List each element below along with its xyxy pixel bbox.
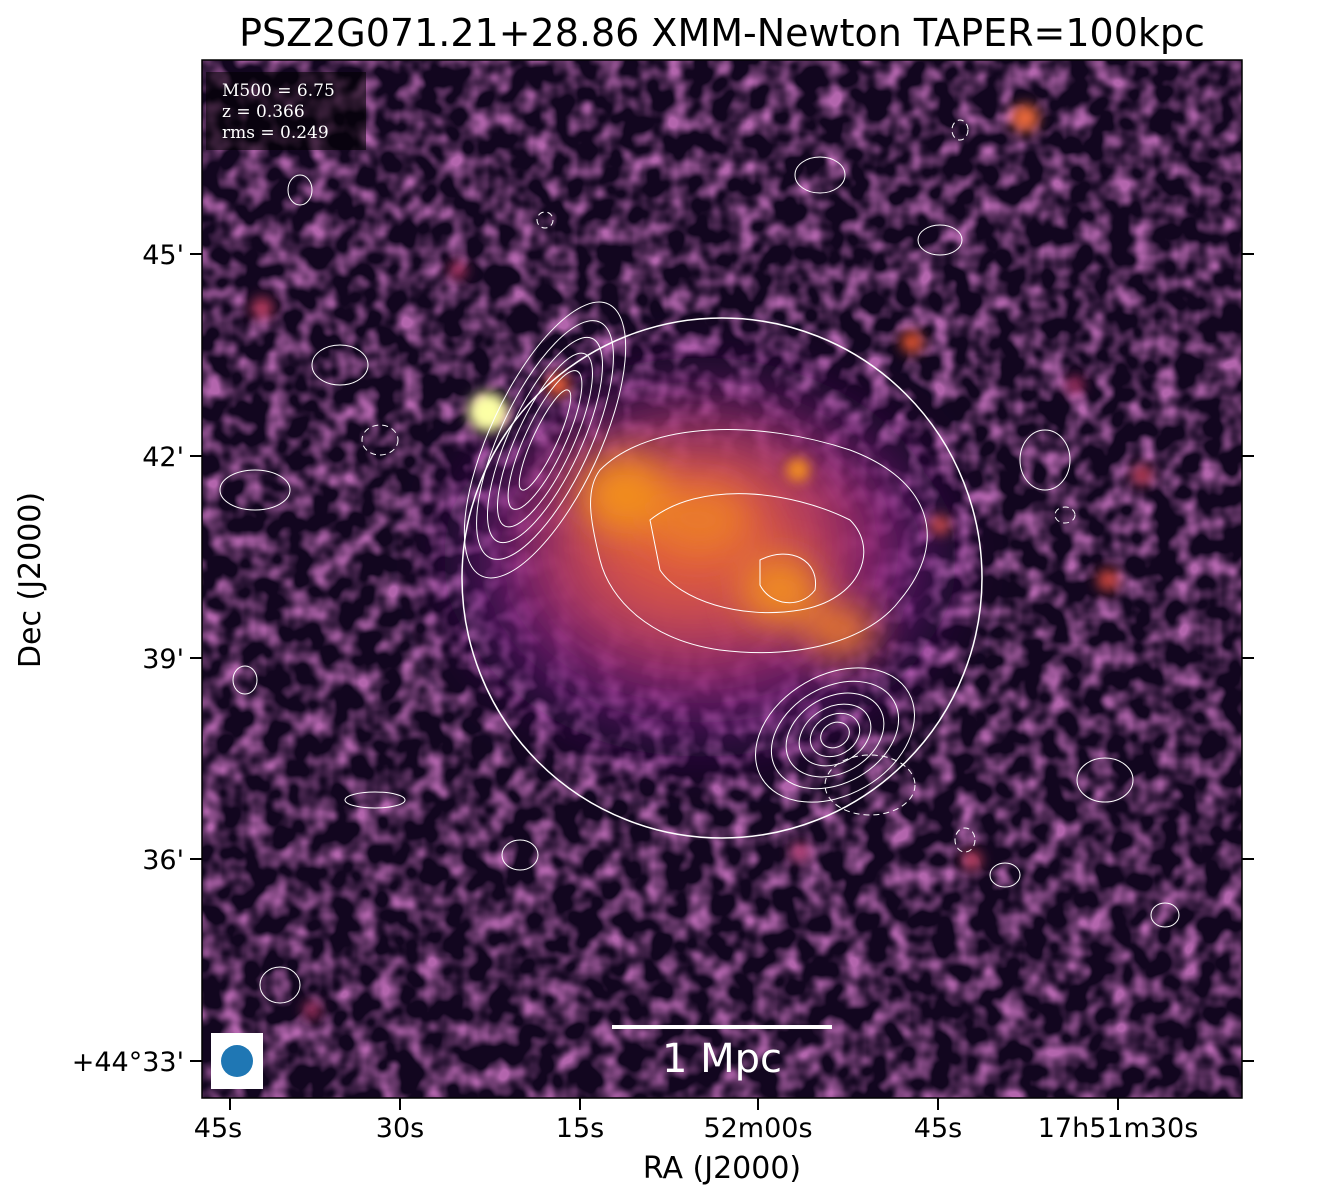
plot-title: PSZ2G071.21+28.86 XMM-Newton TAPER=100kp… xyxy=(239,11,1205,55)
ra-tick-label: 30s xyxy=(376,1113,424,1144)
xray-image xyxy=(202,60,1242,1098)
x-axis-label: RA (J2000) xyxy=(643,1151,801,1186)
r500-circle xyxy=(461,317,983,839)
scalebar: 1 Mpc xyxy=(612,1025,832,1082)
scalebar-label: 1 Mpc xyxy=(662,1036,782,1082)
ra-tick-label: 15s xyxy=(556,1113,604,1144)
plot-frame xyxy=(201,59,1243,1099)
ra-tick-label: 45s xyxy=(914,1113,962,1144)
dec-tick-label: +44°33' xyxy=(72,1047,184,1078)
dec-tick-label: 45' xyxy=(142,240,184,271)
y-axis-label: Dec (J2000) xyxy=(13,492,48,668)
cluster-emission xyxy=(470,390,930,730)
m500-text: M500 = 6.75 xyxy=(222,81,335,101)
beam-legend xyxy=(211,1033,263,1089)
rms-text: rms = 0.249 xyxy=(222,123,329,143)
ra-tick-labels: 45s 30s 15s 52m00s 45s 17h51m30s xyxy=(194,1113,1199,1144)
ra-tick-label: 45s xyxy=(194,1113,242,1144)
redshift-text: z = 0.366 xyxy=(222,102,305,122)
info-box: M500 = 6.75 z = 0.366 rms = 0.249 xyxy=(206,72,366,150)
radio-contours xyxy=(219,156,1180,1004)
dec-tick-label: 39' xyxy=(142,644,184,675)
dec-tick-label: 36' xyxy=(142,845,184,876)
ra-tick-label: 17h51m30s xyxy=(1038,1113,1199,1144)
negative-contours xyxy=(361,119,1076,853)
dec-tick-label: 42' xyxy=(142,442,184,473)
tick-marks xyxy=(190,253,1254,1110)
ra-tick-label: 52m00s xyxy=(703,1113,812,1144)
dec-tick-labels: 45' 42' 39' 36' +44°33' xyxy=(72,240,184,1078)
beam-ellipse xyxy=(221,1045,253,1077)
